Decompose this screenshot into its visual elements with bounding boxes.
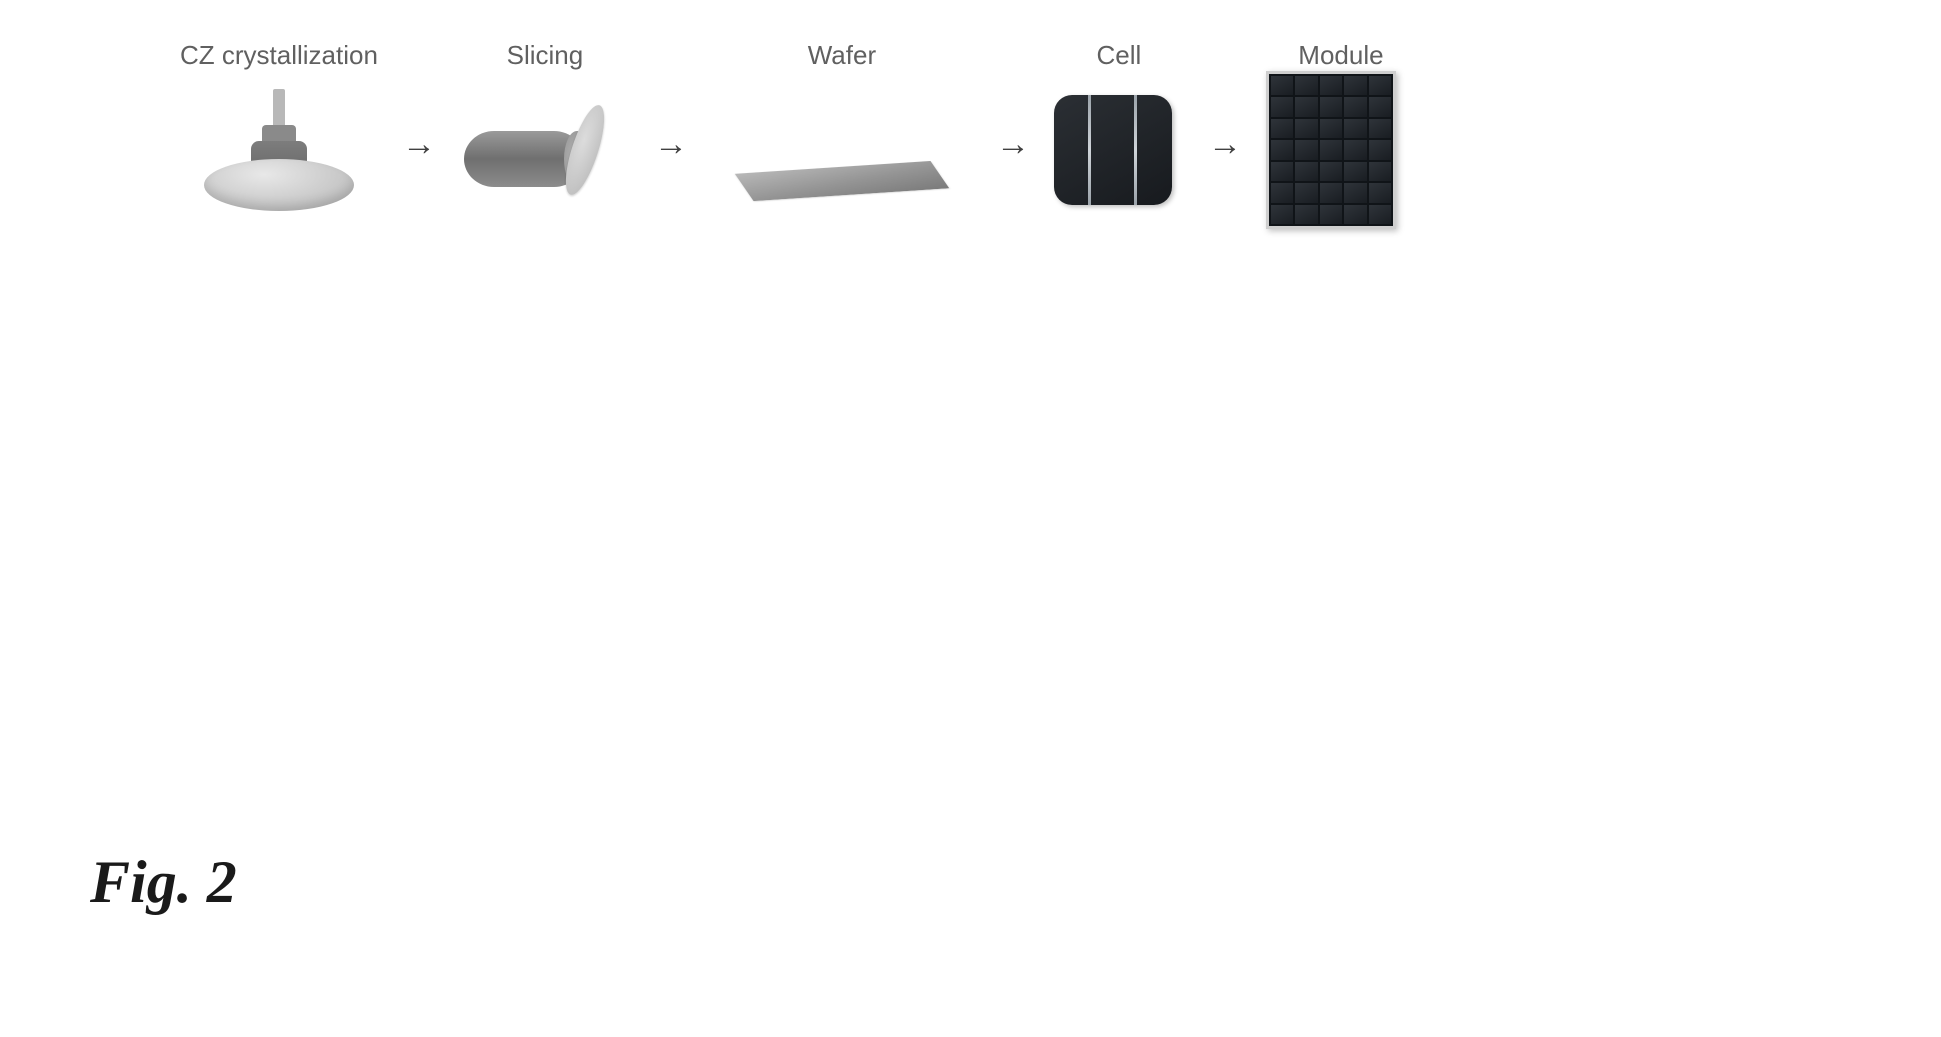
module-subcell bbox=[1295, 76, 1317, 95]
module-subcell bbox=[1271, 119, 1293, 138]
module-subcell bbox=[1271, 162, 1293, 181]
stage-label-module: Module bbox=[1298, 40, 1383, 71]
module-subcell bbox=[1271, 140, 1293, 159]
solar-module-icon bbox=[1266, 85, 1416, 215]
module-subcell bbox=[1344, 183, 1366, 202]
module-subcell bbox=[1369, 183, 1391, 202]
module-subcell bbox=[1369, 162, 1391, 181]
module-subcell bbox=[1295, 119, 1317, 138]
module-subcell bbox=[1369, 97, 1391, 116]
module-subcell bbox=[1344, 162, 1366, 181]
module-subcell bbox=[1320, 97, 1342, 116]
module-subcell bbox=[1295, 183, 1317, 202]
stage-label-cell: Cell bbox=[1097, 40, 1142, 71]
stage-label-cz: CZ crystallization bbox=[180, 40, 378, 71]
module-subcell bbox=[1369, 119, 1391, 138]
module-subcell bbox=[1320, 140, 1342, 159]
arrow-icon: → bbox=[378, 125, 460, 164]
module-subcell bbox=[1271, 205, 1293, 224]
figure-caption: Fig. 2 bbox=[90, 848, 237, 917]
arrow-icon: → bbox=[630, 125, 712, 164]
module-subcell bbox=[1369, 76, 1391, 95]
module-subcell bbox=[1271, 183, 1293, 202]
stage-wafer: Wafer bbox=[712, 40, 972, 215]
arrow-icon: → bbox=[972, 125, 1054, 164]
stage-slicing: Slicing bbox=[460, 40, 630, 215]
thin-wafer-icon bbox=[712, 85, 972, 215]
module-subcell bbox=[1320, 162, 1342, 181]
module-subcell bbox=[1344, 97, 1366, 116]
module-subcell bbox=[1369, 205, 1391, 224]
module-subcell bbox=[1369, 140, 1391, 159]
module-subcell bbox=[1320, 205, 1342, 224]
arrow-icon: → bbox=[1184, 125, 1266, 164]
stage-cz: CZ crystallization bbox=[180, 40, 378, 215]
solar-cell-icon bbox=[1054, 85, 1184, 215]
module-subcell bbox=[1271, 97, 1293, 116]
module-subcell bbox=[1320, 183, 1342, 202]
process-flow: CZ crystallization → Slicing → Wafer → bbox=[180, 40, 1416, 215]
stage-module: Module bbox=[1266, 40, 1416, 215]
stage-cell: Cell bbox=[1054, 40, 1184, 215]
module-subcell bbox=[1344, 140, 1366, 159]
ingot-blade-icon bbox=[460, 85, 630, 215]
stage-label-wafer: Wafer bbox=[808, 40, 876, 71]
crucible-seed-icon bbox=[189, 85, 369, 215]
module-subcell bbox=[1295, 97, 1317, 116]
stage-label-slicing: Slicing bbox=[507, 40, 584, 71]
module-subcell bbox=[1295, 140, 1317, 159]
module-subcell bbox=[1320, 119, 1342, 138]
module-subcell bbox=[1320, 76, 1342, 95]
module-subcell bbox=[1295, 162, 1317, 181]
module-subcell bbox=[1271, 76, 1293, 95]
module-subcell bbox=[1344, 205, 1366, 224]
module-subcell bbox=[1344, 119, 1366, 138]
module-subcell bbox=[1295, 205, 1317, 224]
module-subcell bbox=[1344, 76, 1366, 95]
